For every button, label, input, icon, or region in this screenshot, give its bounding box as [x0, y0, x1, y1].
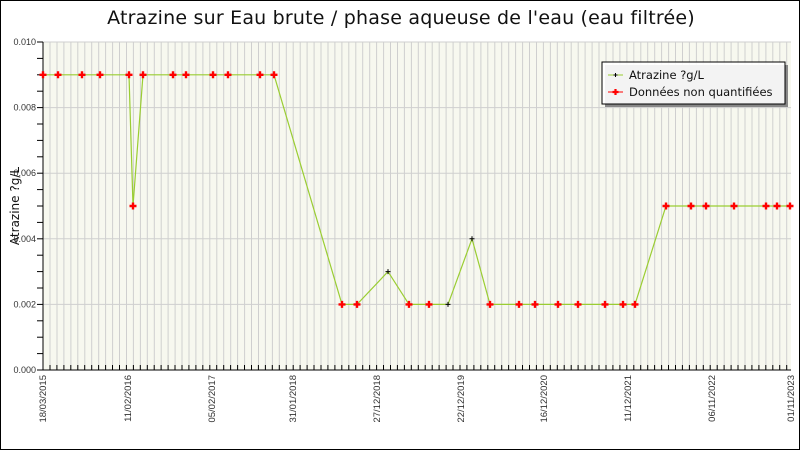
chart-title: Atrazine sur Eau brute / phase aqueuse d…: [107, 7, 695, 29]
legend-box: [601, 61, 786, 105]
non-quantified-marker: [619, 300, 627, 308]
legend-non-quantified-marker-icon: [612, 89, 619, 95]
non-quantified-marker: [786, 202, 794, 210]
non-quantified-marker: [78, 71, 86, 79]
x-axis-ticks: 18/03/2015 11/02/2016 05/02/2017 31/01/2018…: [38, 365, 797, 423]
non-quantified-marker: [601, 300, 609, 308]
non-quantified-marker: [353, 300, 361, 308]
non-quantified-marker: [54, 71, 62, 79]
legend: Atrazine ?g/L Données non quantifiées: [601, 61, 788, 107]
y-tick-label: 0.010: [13, 37, 36, 47]
non-quantified-marker: [515, 300, 523, 308]
legend-measured-marker-icon: [613, 73, 618, 77]
measured-marker: [445, 301, 451, 307]
non-quantified-marker: [631, 300, 639, 308]
non-quantified-marker: [486, 300, 494, 308]
non-quantified-marker: [405, 300, 413, 308]
measured-marker: [385, 269, 391, 275]
non-quantified-marker: [270, 71, 278, 79]
non-quantified-marker: [182, 71, 190, 79]
non-quantified-marker: [762, 202, 770, 210]
y-tick-label: 0.004: [13, 234, 36, 244]
non-quantified-marker: [39, 71, 47, 79]
legend-label-non-quantified: Données non quantifiées: [629, 85, 773, 99]
legend-label-measured: Atrazine ?g/L: [629, 68, 704, 82]
y-tick-label: 0.002: [13, 299, 36, 309]
x-tick-label: 31/01/2018: [288, 375, 299, 423]
non-quantified-marker: [554, 300, 562, 308]
non-quantified-marker: [531, 300, 539, 308]
non-quantified-marker: [574, 300, 582, 308]
non-quantified-marker: [96, 71, 104, 79]
x-tick-label: 18/03/2015: [38, 375, 49, 423]
non-quantified-marker: [702, 202, 710, 210]
non-quantified-marker: [224, 71, 232, 79]
y-tick-label: 0.000: [13, 365, 36, 375]
non-quantified-marker: [256, 71, 264, 79]
y-tick-label: 0.008: [13, 103, 36, 113]
non-quantified-marker: [730, 202, 738, 210]
non-quantified-marker: [425, 300, 433, 308]
x-tick-label: 05/02/2017: [207, 375, 218, 423]
non-quantified-marker: [125, 71, 133, 79]
non-quantified-marker: [129, 202, 137, 210]
non-quantified-marker: [687, 202, 695, 210]
non-quantified-marker: [139, 71, 147, 79]
non-quantified-marker: [338, 300, 346, 308]
data-markers: [39, 71, 794, 308]
y-tick-label: 0.006: [13, 168, 36, 178]
legend-item-measured: Atrazine ?g/L: [608, 68, 704, 82]
measured-marker: [469, 236, 475, 242]
x-tick-label: 22/12/2019: [456, 375, 467, 423]
non-quantified-marker: [773, 202, 781, 210]
x-tick-label: 11/02/2016: [123, 375, 134, 422]
x-tick-label: 06/11/2022: [707, 375, 718, 422]
x-tick-label: 01/11/2023: [786, 375, 797, 422]
non-quantified-marker: [662, 202, 670, 210]
x-tick-label: 11/12/2021: [623, 375, 634, 422]
non-quantified-marker: [169, 71, 177, 79]
x-tick-label: 27/12/2018: [372, 375, 383, 423]
x-tick-label: 16/12/2020: [539, 375, 550, 423]
y-axis-label: Atrazine ?g/L: [8, 167, 22, 245]
legend-item-non-quantified: Données non quantifiées: [608, 85, 773, 99]
non-quantified-marker: [209, 71, 217, 79]
